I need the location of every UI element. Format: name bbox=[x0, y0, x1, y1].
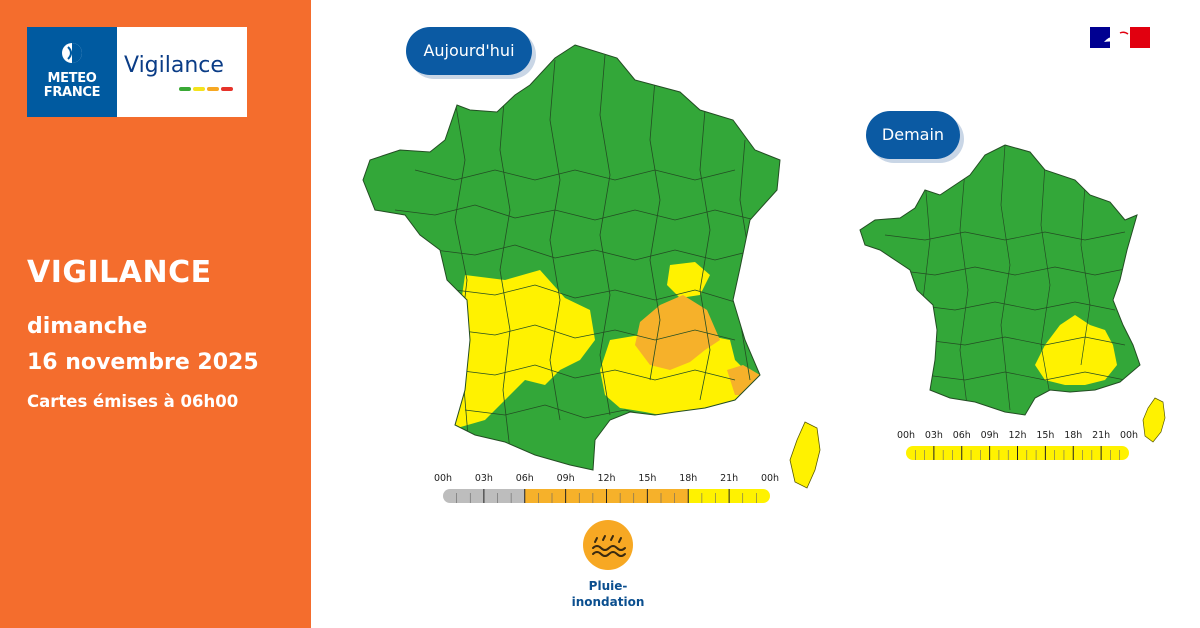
meteo-france-logo: METEO FRANCE bbox=[27, 27, 117, 117]
timeline-hour-label: 09h bbox=[556, 473, 575, 484]
vigilance-green-area bbox=[363, 45, 780, 470]
hazard-label-line: Pluie- bbox=[588, 579, 628, 593]
vigilance-yellow-southwest bbox=[450, 270, 595, 430]
vigilance-color-bars bbox=[179, 87, 233, 91]
vigilance-yellow-southeast bbox=[1035, 315, 1117, 385]
sidebar-date: 16 novembre 2025 bbox=[27, 350, 259, 375]
vigilance-yellow-rhone bbox=[667, 262, 710, 298]
map-tomorrow bbox=[859, 144, 1166, 443]
map-today-regions bbox=[363, 45, 780, 470]
department-borders bbox=[394, 54, 756, 461]
map-today bbox=[362, 44, 821, 489]
timeline-hour-label: 12h bbox=[597, 473, 616, 484]
map-tomorrow-regions bbox=[860, 145, 1140, 415]
timeline-tomorrow-hours: 00h 03h 06h 09h 12h 15h 18h 21h 00h bbox=[897, 430, 1138, 444]
timeline-hour-label: 18h bbox=[1064, 430, 1083, 441]
timeline-hour-label: 06h bbox=[952, 430, 971, 441]
logo-color-bar bbox=[207, 87, 219, 91]
sidebar-issued-time: Cartes émises à 06h00 bbox=[27, 392, 239, 411]
timeline-hour-label: 12h bbox=[1008, 430, 1027, 441]
tab-tomorrow[interactable]: Demain bbox=[866, 111, 960, 159]
logo-box: METEO FRANCE Vigilance bbox=[27, 27, 247, 117]
pluie-inondation-icon[interactable] bbox=[583, 520, 633, 570]
timeline-hour-label: 21h bbox=[1092, 430, 1111, 441]
timeline-hour-label: 03h bbox=[474, 473, 493, 484]
corsica-tomorrow bbox=[1142, 397, 1166, 443]
meteo-france-emblem-icon bbox=[62, 43, 82, 63]
vigilance-yellow-southeast bbox=[600, 335, 755, 420]
vigilance-orange-cevennes bbox=[635, 295, 720, 370]
timeline-hour-label: 03h bbox=[924, 430, 943, 441]
timeline-hour-label: 00h bbox=[1119, 430, 1139, 441]
hazard-label-pluie-inondation: Pluie-inondation bbox=[558, 578, 658, 610]
corsica-today bbox=[789, 421, 821, 489]
tab-tomorrow-label: Demain bbox=[881, 125, 945, 144]
sidebar: METEO FRANCE Vigilance VIGILANCE dimanch… bbox=[0, 0, 311, 628]
timeline-hour-label: 09h bbox=[980, 430, 999, 441]
france-outline-today bbox=[362, 44, 781, 471]
timeline-hour-label: 15h bbox=[1036, 430, 1055, 441]
timeline-hour-label: 18h bbox=[679, 473, 698, 484]
timeline-hour-label: 00h bbox=[433, 473, 453, 484]
vigilance-wordmark: Vigilance bbox=[124, 53, 224, 78]
timeline-today-hours: 00h 03h 06h 09h 12h 15h 18h 21h 00h bbox=[434, 473, 779, 487]
timeline-today bbox=[443, 489, 770, 503]
timeline-hour-label: 21h bbox=[720, 473, 739, 484]
department-borders bbox=[884, 145, 1136, 411]
hazard-label-line: inondation bbox=[571, 595, 645, 609]
timeline-hour-label: 06h bbox=[515, 473, 534, 484]
logo-color-bar bbox=[179, 87, 191, 91]
timeline-hour-label: 15h bbox=[638, 473, 657, 484]
meteo-france-wordmark: METEO FRANCE bbox=[43, 71, 101, 100]
rain-flood-glyph bbox=[592, 535, 626, 557]
tab-today-label: Aujourd'hui bbox=[423, 41, 515, 60]
timeline-tomorrow bbox=[906, 446, 1129, 460]
republique-francaise-flag-icon bbox=[1090, 27, 1150, 48]
logo-color-bar bbox=[193, 87, 205, 91]
timeline-hour-label: 00h bbox=[760, 473, 780, 484]
vigilance-green-area bbox=[860, 145, 1140, 415]
sidebar-title: VIGILANCE bbox=[27, 255, 212, 290]
logo-color-bar bbox=[221, 87, 233, 91]
timeline-hour-label: 00h bbox=[896, 430, 916, 441]
france-outline-tomorrow bbox=[859, 144, 1141, 416]
tab-today[interactable]: Aujourd'hui bbox=[406, 27, 532, 75]
sidebar-day: dimanche bbox=[27, 314, 148, 339]
